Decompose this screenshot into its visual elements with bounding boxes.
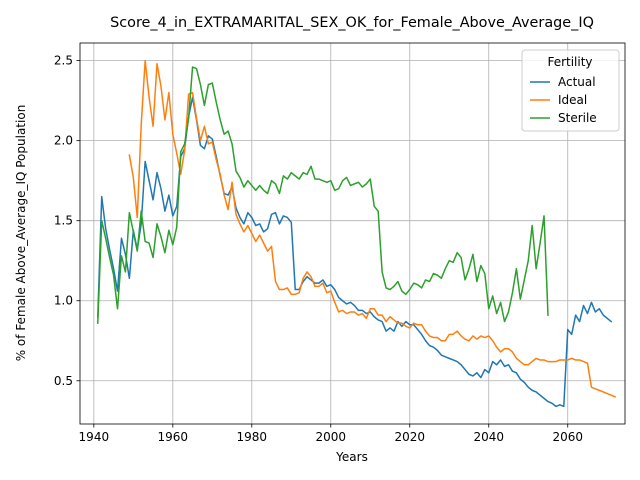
y-tick-label: 2.0 — [54, 134, 73, 148]
x-tick-label: 2060 — [552, 430, 583, 444]
plot-series — [96, 59, 617, 408]
legend-label-actual: Actual — [558, 75, 596, 89]
y-tick-label: 1.5 — [54, 214, 73, 228]
y-tick-label: 1.0 — [54, 294, 73, 308]
y-tick-label: 0.5 — [54, 374, 73, 388]
legend-label-sterile: Sterile — [558, 111, 597, 125]
x-axis: 1940 1960 1980 2000 2020 2040 2060 — [79, 424, 583, 444]
x-tick-label: 1940 — [79, 430, 110, 444]
x-tick-label: 1960 — [158, 430, 189, 444]
series-line-sterile — [96, 66, 549, 324]
x-axis-label: Years — [335, 450, 368, 464]
chart-title: Score_4_in_EXTRAMARITAL_SEX_OK_for_Femal… — [110, 15, 594, 31]
x-tick-label: 2020 — [394, 430, 425, 444]
series-line-ideal — [128, 59, 617, 398]
legend-title: Fertility — [547, 55, 592, 69]
y-tick-label: 2.5 — [54, 54, 73, 68]
plot-frame — [79, 42, 626, 425]
y-axis-label: % of Female Above_Average_IQ Population — [14, 105, 28, 362]
x-tick-label: 2000 — [316, 430, 347, 444]
legend: Fertility Actual Ideal Sterile — [521, 49, 620, 132]
x-tick-label: 1980 — [237, 430, 268, 444]
y-axis: 0.5 1.0 1.5 2.0 2.5 — [54, 54, 80, 388]
legend-label-ideal: Ideal — [558, 93, 587, 107]
series-line-actual — [96, 96, 613, 408]
x-tick-label: 2040 — [473, 430, 504, 444]
legend-box — [521, 49, 620, 132]
